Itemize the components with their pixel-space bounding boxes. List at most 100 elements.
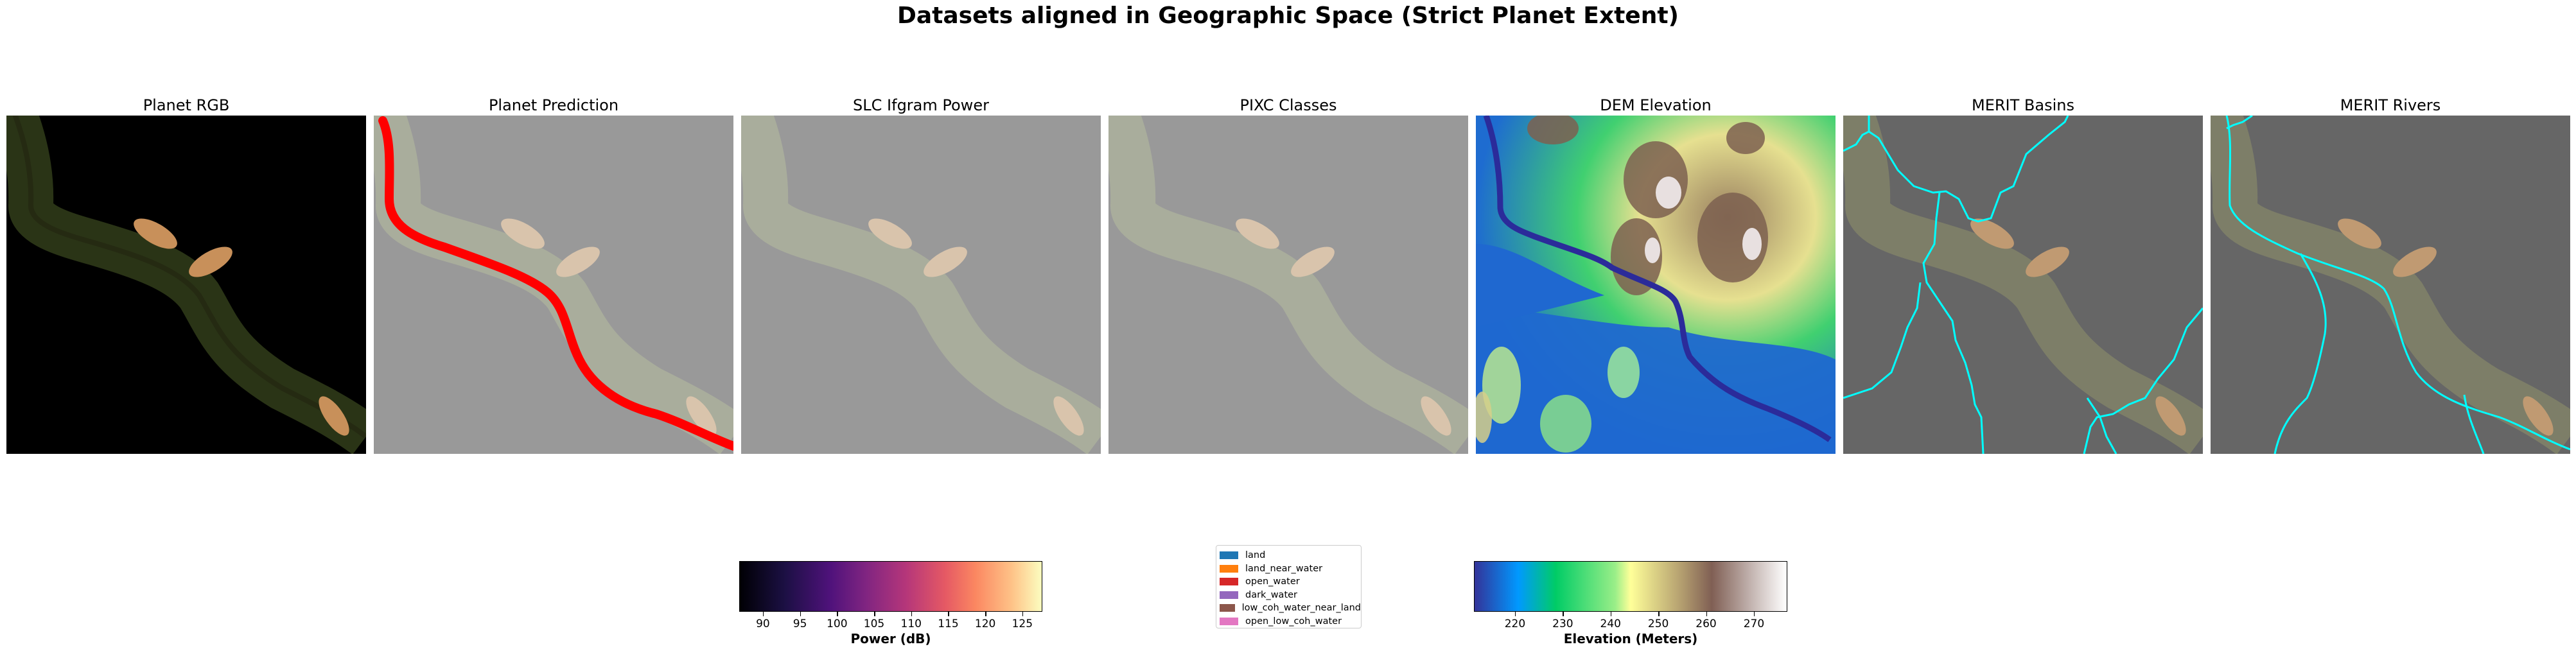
- dem-hill: [1476, 392, 1492, 443]
- sandbar: [134, 218, 177, 249]
- power-colorbar-label: Power (dB): [850, 631, 931, 646]
- dem-lowland: [1476, 244, 1604, 327]
- dem-mountain: [1697, 193, 1768, 282]
- sandbar: [2393, 247, 2437, 277]
- legend-label: open_water: [1245, 576, 1300, 587]
- elevation-colorbar-label: Elevation (Meters): [1563, 631, 1698, 646]
- elevation-colorbar-tick: [1706, 612, 1708, 616]
- planet-rgb-image: [6, 116, 366, 454]
- sandbar: [556, 247, 600, 277]
- sandbar: [2155, 396, 2186, 436]
- sandbar: [501, 218, 545, 249]
- figure-title: Datasets aligned in Geographic Space (St…: [897, 3, 1679, 29]
- panel-title-merit-rivers: MERIT Rivers: [2340, 96, 2441, 114]
- sandbar: [1970, 218, 2014, 249]
- merit-river-line: [2463, 394, 2485, 454]
- elevation-colorbar-tick-label: 230: [1552, 618, 1573, 630]
- legend-label: open_low_coh_water: [1245, 616, 1342, 627]
- sandbar: [1421, 396, 1451, 436]
- dem-hill: [1608, 347, 1640, 398]
- merit-basin-boundary: [2083, 307, 2203, 454]
- power-colorbar-tick-label: 90: [756, 618, 770, 630]
- river-corridor: [374, 116, 733, 454]
- dem-mountain: [1624, 141, 1688, 218]
- panel-merit-basins: [1843, 116, 2203, 454]
- sandbar: [924, 247, 967, 277]
- merit-river-line: [2226, 116, 2253, 130]
- power-colorbar-tick: [911, 612, 913, 616]
- panel-pixc-classes: [1108, 116, 1468, 454]
- merit-basin-boundary: [2086, 397, 2117, 454]
- legend-item: open_low_coh_water: [1220, 615, 1361, 628]
- elevation-colorbar-tick: [1658, 612, 1660, 616]
- pixc-classes-image: [1108, 116, 1468, 454]
- power-colorbar-tick-label: 110: [900, 618, 922, 630]
- elevation-colorbar-tick: [1753, 612, 1755, 616]
- pixc-classes-legend: land land_near_water open_water dark_water l…: [1216, 545, 1362, 628]
- power-colorbar-tick: [1022, 612, 1024, 616]
- sandbar: [868, 218, 912, 249]
- power-colorbar-tick: [985, 612, 986, 616]
- legend-swatch: [1220, 591, 1238, 599]
- sandbar: [1291, 247, 1335, 277]
- elevation-colorbar-tick: [1514, 612, 1516, 616]
- dem-elevation-image: [1476, 116, 1836, 454]
- panel-title-planet-prediction: Planet Prediction: [488, 96, 619, 114]
- sandbar: [2026, 247, 2069, 277]
- legend-label: low_coh_water_near_land: [1241, 603, 1361, 614]
- merit-basin-boundary: [1843, 116, 1870, 152]
- dem-river-channel: [1483, 116, 1832, 442]
- river-corridor: [1108, 116, 1468, 454]
- dem-mountain: [1726, 122, 1765, 154]
- river-corridor: [2211, 116, 2570, 454]
- sandbar: [2338, 218, 2381, 249]
- panel-slc-ifgram-power: [741, 116, 1101, 454]
- elevation-colorbar-tick: [1563, 612, 1564, 616]
- dem-hill: [1482, 347, 1521, 424]
- merit-basins-image: [1843, 116, 2203, 454]
- power-colorbar-tick: [948, 612, 949, 616]
- dem-peak: [1742, 228, 1762, 260]
- panel-merit-rivers: [2211, 116, 2570, 454]
- sandbar: [1053, 396, 1084, 436]
- power-colorbar-tick: [762, 612, 764, 616]
- sandbar: [319, 396, 349, 436]
- merit-river-line: [2274, 253, 2327, 454]
- planet-prediction-image: [374, 116, 733, 454]
- legend-item: dark_water: [1220, 589, 1361, 602]
- merit-rivers-image: [2211, 116, 2570, 454]
- elevation-colorbar-tick-label: 220: [1504, 618, 1526, 630]
- power-colorbar-tick: [800, 612, 802, 616]
- sandbar: [1236, 218, 1279, 249]
- legend-item: low_coh_water_near_land: [1220, 601, 1361, 615]
- panel-title-slc-ifgram-power: SLC Ifgram Power: [853, 96, 989, 114]
- panel-title-merit-basins: MERIT Basins: [1972, 96, 2074, 114]
- power-colorbar-tick-label: 105: [863, 618, 885, 630]
- power-colorbar-tick-label: 125: [1012, 618, 1033, 630]
- river-corridor: [1843, 116, 2203, 454]
- merit-basin-boundary: [1922, 192, 1985, 454]
- merit-basin-boundary: [1868, 116, 2069, 223]
- slc-ifgram-power-image: [741, 116, 1101, 454]
- power-colorbar-tick-label: 115: [938, 618, 959, 630]
- legend-swatch: [1220, 578, 1238, 586]
- elevation-colorbar: [1474, 561, 1787, 612]
- power-colorbar-tick-label: 100: [827, 618, 848, 630]
- dem-peak: [1656, 177, 1681, 209]
- panel-title-dem-elevation: DEM Elevation: [1600, 96, 1712, 114]
- sandbar: [2523, 396, 2554, 436]
- panel-planet-prediction: [374, 116, 733, 454]
- legend-label: land_near_water: [1245, 563, 1323, 574]
- sandbar: [686, 396, 717, 436]
- panel-title-pixc-classes: PIXC Classes: [1240, 96, 1337, 114]
- dem-hill: [1540, 395, 1591, 453]
- legend-item: land_near_water: [1220, 562, 1361, 576]
- sandbar: [189, 247, 232, 277]
- dem-peak: [1645, 238, 1660, 263]
- legend-swatch: [1220, 604, 1235, 612]
- legend-item: land: [1220, 549, 1361, 562]
- panel-planet-rgb: [6, 116, 366, 454]
- legend-swatch: [1220, 551, 1238, 560]
- legend-label: land: [1245, 550, 1266, 561]
- legend-swatch: [1220, 564, 1238, 573]
